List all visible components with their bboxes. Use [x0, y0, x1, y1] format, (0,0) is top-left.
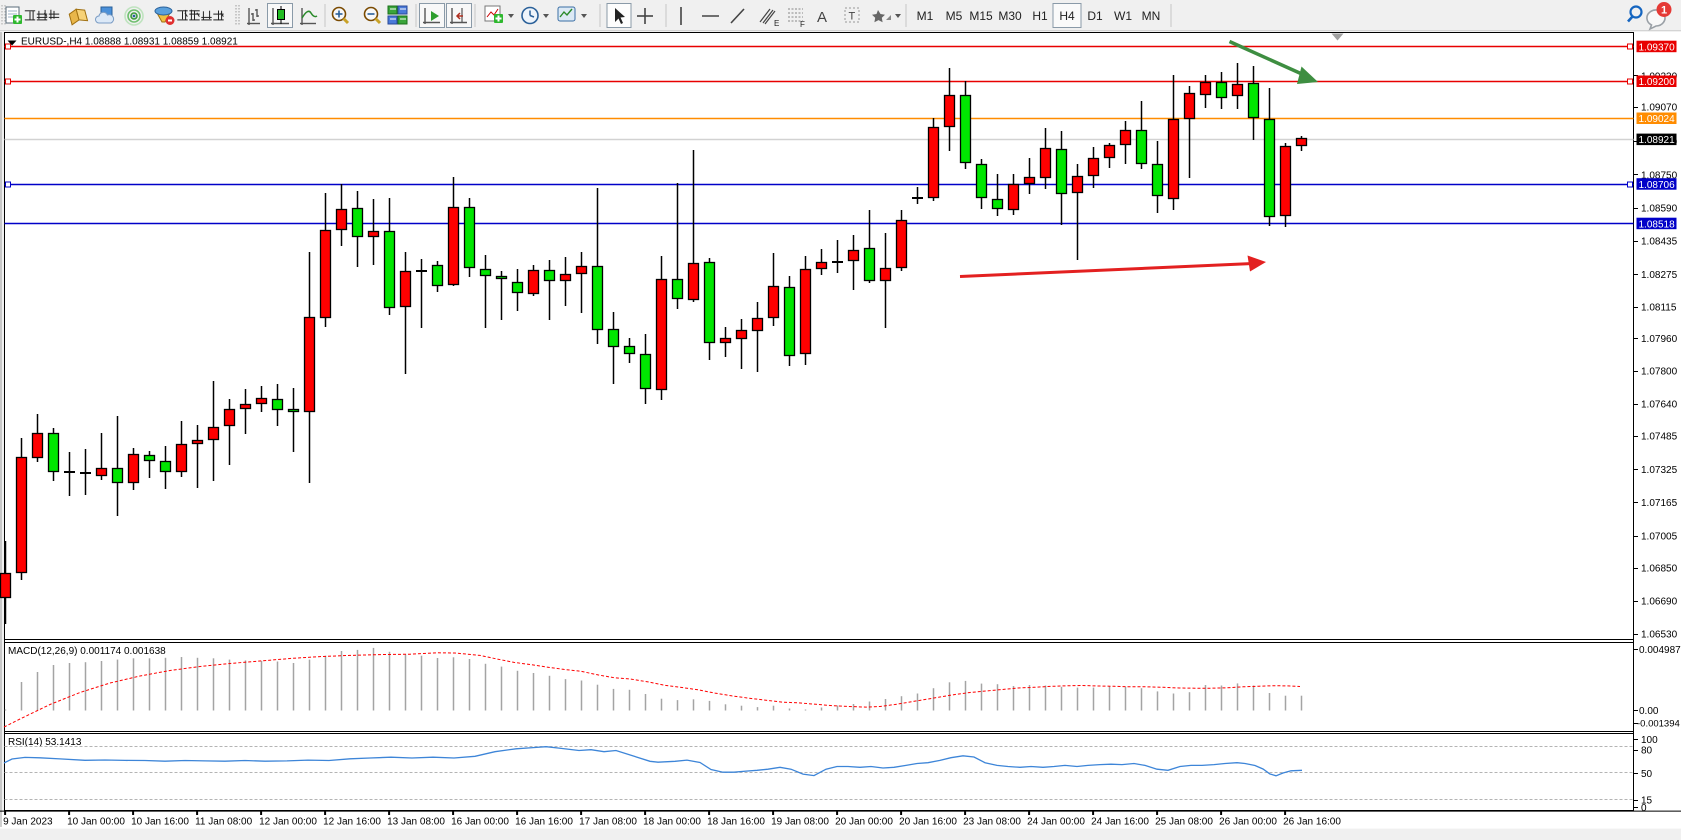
svg-text:H1: H1 — [1032, 9, 1048, 23]
svg-text:1.06690: 1.06690 — [1641, 597, 1678, 608]
svg-text:18 Jan 16:00: 18 Jan 16:00 — [707, 817, 765, 828]
svg-text:T: T — [849, 11, 856, 23]
svg-text:11 Jan 08:00: 11 Jan 08:00 — [195, 817, 253, 828]
svg-text:20 Jan 16:00: 20 Jan 16:00 — [899, 817, 957, 828]
svg-text:1.07960: 1.07960 — [1641, 334, 1678, 345]
svg-text:1.06530: 1.06530 — [1641, 630, 1678, 641]
svg-text:E: E — [774, 19, 779, 28]
svg-text:1.08518: 1.08518 — [1639, 219, 1676, 230]
svg-text:12 Jan 00:00: 12 Jan 00:00 — [259, 817, 317, 828]
svg-text:100: 100 — [1641, 735, 1658, 746]
svg-text:1.07165: 1.07165 — [1641, 498, 1678, 509]
svg-text:25 Jan 08:00: 25 Jan 08:00 — [1155, 817, 1213, 828]
svg-text:20 Jan 00:00: 20 Jan 00:00 — [835, 817, 893, 828]
svg-text:F: F — [800, 20, 805, 29]
svg-text:EURUSD-,H4 1.08888 1.08931 1.: EURUSD-,H4 1.08888 1.08931 1.08859 1.089… — [21, 37, 238, 48]
svg-text:1.08921: 1.08921 — [1639, 135, 1676, 146]
svg-text:0.00: 0.00 — [1639, 706, 1659, 717]
svg-text:A: A — [817, 9, 827, 26]
svg-text:1.09370: 1.09370 — [1639, 42, 1676, 53]
svg-text:0.004987: 0.004987 — [1639, 645, 1681, 656]
svg-text:16 Jan 16:00: 16 Jan 16:00 — [515, 817, 573, 828]
svg-text:1: 1 — [1661, 5, 1667, 17]
svg-text:1.08435: 1.08435 — [1641, 237, 1678, 248]
svg-text:19 Jan 08:00: 19 Jan 08:00 — [771, 817, 829, 828]
svg-text:10 Jan 00:00: 10 Jan 00:00 — [67, 817, 125, 828]
svg-text:1.08590: 1.08590 — [1641, 204, 1678, 215]
svg-text:M5: M5 — [946, 9, 963, 23]
svg-text:17 Jan 08:00: 17 Jan 08:00 — [579, 817, 637, 828]
svg-text:M30: M30 — [998, 9, 1022, 23]
svg-text:M1: M1 — [917, 9, 934, 23]
svg-text:16 Jan 00:00: 16 Jan 00:00 — [451, 817, 509, 828]
svg-text:50: 50 — [1641, 769, 1653, 780]
svg-text:1.07325: 1.07325 — [1641, 465, 1678, 476]
svg-text:26 Jan 16:00: 26 Jan 16:00 — [1283, 817, 1341, 828]
svg-text:D1: D1 — [1087, 9, 1103, 23]
svg-text:12 Jan 16:00: 12 Jan 16:00 — [323, 817, 381, 828]
svg-text:1.07005: 1.07005 — [1641, 532, 1678, 543]
svg-text:W1: W1 — [1114, 9, 1132, 23]
svg-text:80: 80 — [1641, 746, 1653, 757]
svg-text:1.08115: 1.08115 — [1641, 303, 1677, 314]
svg-text:1.09200: 1.09200 — [1639, 77, 1676, 88]
svg-text:1.08275: 1.08275 — [1641, 270, 1678, 281]
svg-text:9 Jan 2023: 9 Jan 2023 — [3, 817, 53, 828]
svg-text:1.08706: 1.08706 — [1639, 180, 1676, 191]
svg-text:MN: MN — [1142, 9, 1161, 23]
svg-text:10 Jan 16:00: 10 Jan 16:00 — [131, 817, 189, 828]
svg-text:-0.001394: -0.001394 — [1637, 719, 1680, 730]
svg-text:H4: H4 — [1059, 9, 1075, 23]
svg-text:1.07485: 1.07485 — [1641, 432, 1678, 443]
svg-text:18 Jan 00:00: 18 Jan 00:00 — [643, 817, 701, 828]
svg-text:26 Jan 00:00: 26 Jan 00:00 — [1219, 817, 1277, 828]
svg-text:24 Jan 00:00: 24 Jan 00:00 — [1027, 817, 1085, 828]
svg-text:1.09024: 1.09024 — [1639, 114, 1676, 125]
svg-text:23 Jan 08:00: 23 Jan 08:00 — [963, 817, 1021, 828]
svg-text:1.07800: 1.07800 — [1641, 367, 1678, 378]
svg-text:13 Jan 08:00: 13 Jan 08:00 — [387, 817, 445, 828]
svg-text:24 Jan 16:00: 24 Jan 16:00 — [1091, 817, 1149, 828]
svg-text:0: 0 — [1641, 803, 1647, 814]
svg-text:MACD(12,26,9) 0.001174 0.00163: MACD(12,26,9) 0.001174 0.001638 — [8, 646, 166, 657]
svg-text:1.09070: 1.09070 — [1641, 103, 1678, 114]
svg-text:M15: M15 — [969, 9, 993, 23]
svg-text:1.06850: 1.06850 — [1641, 564, 1678, 575]
svg-text:1.07640: 1.07640 — [1641, 400, 1678, 411]
